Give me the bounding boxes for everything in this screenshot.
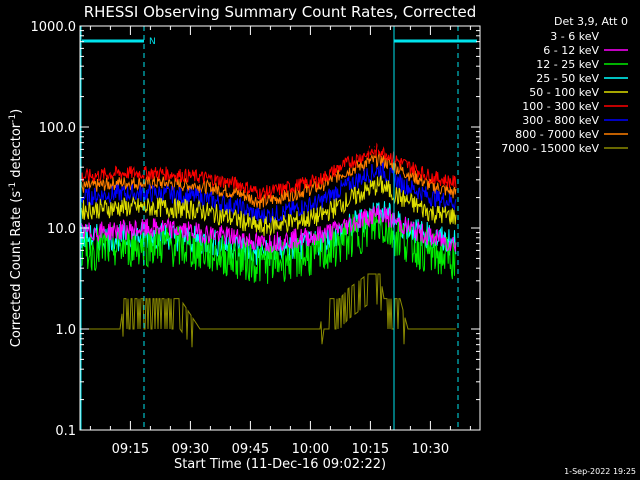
- legend-label-8: 7000 - 15000 keV: [501, 142, 599, 155]
- x-tick-label: 09:15: [112, 442, 149, 457]
- generated-timestamp: 1-Sep-2022 19:25: [564, 467, 636, 476]
- series-line-4: [80, 175, 457, 236]
- legend-label-3: 25 - 50 keV: [536, 72, 599, 85]
- x-axis-label: Start Time (11-Dec-16 09:02:22): [174, 457, 386, 472]
- legend-label-0: 3 - 6 keV: [550, 30, 599, 43]
- chart-title: RHESSI Observing Summary Count Rates, Co…: [84, 3, 477, 21]
- x-tick-label: 10:30: [412, 442, 449, 457]
- series-line-1: [80, 205, 457, 254]
- x-tick-label: 09:30: [172, 442, 209, 457]
- y-tick-label: 100.0: [39, 121, 76, 136]
- series-line-0: [80, 123, 457, 164]
- series-line-6: [80, 161, 457, 225]
- x-tick-label: 10:00: [292, 442, 329, 457]
- y-axis-label: Corrected Count Rate (s-1 detector-1): [8, 109, 24, 347]
- night-marker: N: [149, 37, 156, 47]
- legend-header: Det 3,9, Att 0: [554, 15, 628, 28]
- y-tick-label: 0.1: [55, 424, 76, 439]
- x-tick-label: 09:45: [232, 442, 269, 457]
- series-line-5: [80, 142, 457, 201]
- y-tick-label: 1.0: [55, 323, 76, 338]
- plot-area: N 0.1 1.0 10.0 100.0 1000.0 09:15 09:30 09:45 10:…: [31, 20, 481, 457]
- series-line-2: [80, 209, 457, 284]
- legend-label-6: 300 - 800 keV: [522, 114, 599, 127]
- x-tick-label: 10:15: [352, 442, 389, 457]
- series-line-7: [80, 151, 457, 210]
- y-tick-label: 10.0: [47, 222, 76, 237]
- legend-label-7: 800 - 7000 keV: [515, 128, 599, 141]
- legend-label-5: 100 - 300 keV: [522, 100, 599, 113]
- legend-label-2: 12 - 25 keV: [536, 58, 599, 71]
- series-line-8: [80, 273, 456, 348]
- legend-label-4: 50 - 100 keV: [529, 86, 599, 99]
- y-tick-label: 1000.0: [31, 20, 77, 35]
- legend-label-1: 6 - 12 keV: [543, 44, 599, 57]
